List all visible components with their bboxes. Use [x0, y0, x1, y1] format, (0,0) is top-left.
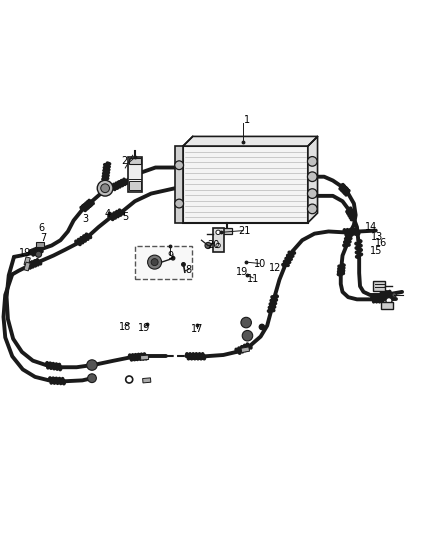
Polygon shape — [143, 378, 151, 383]
Polygon shape — [308, 136, 318, 223]
Text: 9: 9 — [168, 251, 174, 261]
Bar — [373, 281, 385, 290]
Circle shape — [88, 374, 96, 383]
Circle shape — [241, 317, 251, 328]
Text: 6: 6 — [39, 223, 45, 233]
Text: 10: 10 — [254, 260, 266, 269]
Text: 19: 19 — [138, 323, 151, 333]
Text: 8: 8 — [185, 265, 191, 275]
Polygon shape — [24, 262, 30, 271]
Bar — [381, 302, 393, 310]
Text: 3: 3 — [82, 214, 88, 224]
Circle shape — [307, 189, 317, 198]
Circle shape — [97, 180, 113, 196]
Circle shape — [216, 230, 220, 235]
Circle shape — [126, 376, 133, 383]
Text: 20: 20 — [208, 240, 220, 251]
Bar — [36, 241, 44, 247]
Text: 14: 14 — [365, 222, 377, 232]
Circle shape — [171, 256, 175, 260]
Circle shape — [175, 161, 184, 169]
Circle shape — [307, 157, 317, 166]
Text: 5: 5 — [122, 212, 128, 222]
Text: 7: 7 — [41, 232, 47, 243]
Text: 18: 18 — [119, 321, 131, 332]
Bar — [213, 228, 224, 252]
Text: 13: 13 — [371, 232, 383, 242]
Bar — [129, 158, 141, 164]
Text: 21: 21 — [238, 225, 251, 236]
Text: 15: 15 — [370, 246, 382, 256]
Text: 1: 1 — [244, 115, 251, 125]
Text: 16: 16 — [375, 238, 387, 248]
Circle shape — [175, 199, 184, 208]
Text: 4: 4 — [104, 209, 110, 219]
Polygon shape — [141, 355, 148, 360]
Circle shape — [35, 251, 42, 257]
Circle shape — [386, 297, 392, 304]
Circle shape — [242, 330, 253, 341]
Polygon shape — [241, 347, 250, 352]
Text: 11: 11 — [247, 274, 259, 284]
Bar — [135, 246, 192, 279]
Circle shape — [307, 172, 317, 182]
Circle shape — [205, 243, 211, 248]
Circle shape — [148, 255, 162, 269]
Bar — [222, 229, 232, 233]
Circle shape — [181, 268, 189, 276]
Text: 2: 2 — [122, 156, 128, 166]
Circle shape — [87, 360, 97, 370]
Polygon shape — [183, 136, 318, 146]
Bar — [183, 146, 308, 223]
Bar — [128, 157, 142, 191]
Circle shape — [182, 263, 185, 266]
Circle shape — [392, 293, 396, 297]
Bar — [175, 146, 183, 223]
Circle shape — [101, 184, 110, 192]
Circle shape — [216, 243, 220, 248]
Bar — [129, 181, 141, 190]
Text: 17: 17 — [191, 324, 203, 334]
Text: 12: 12 — [269, 263, 281, 273]
Circle shape — [307, 204, 317, 214]
Circle shape — [259, 324, 265, 329]
Circle shape — [151, 259, 158, 265]
Text: 19: 19 — [236, 267, 248, 277]
Polygon shape — [24, 257, 30, 265]
Text: 19: 19 — [19, 248, 32, 259]
